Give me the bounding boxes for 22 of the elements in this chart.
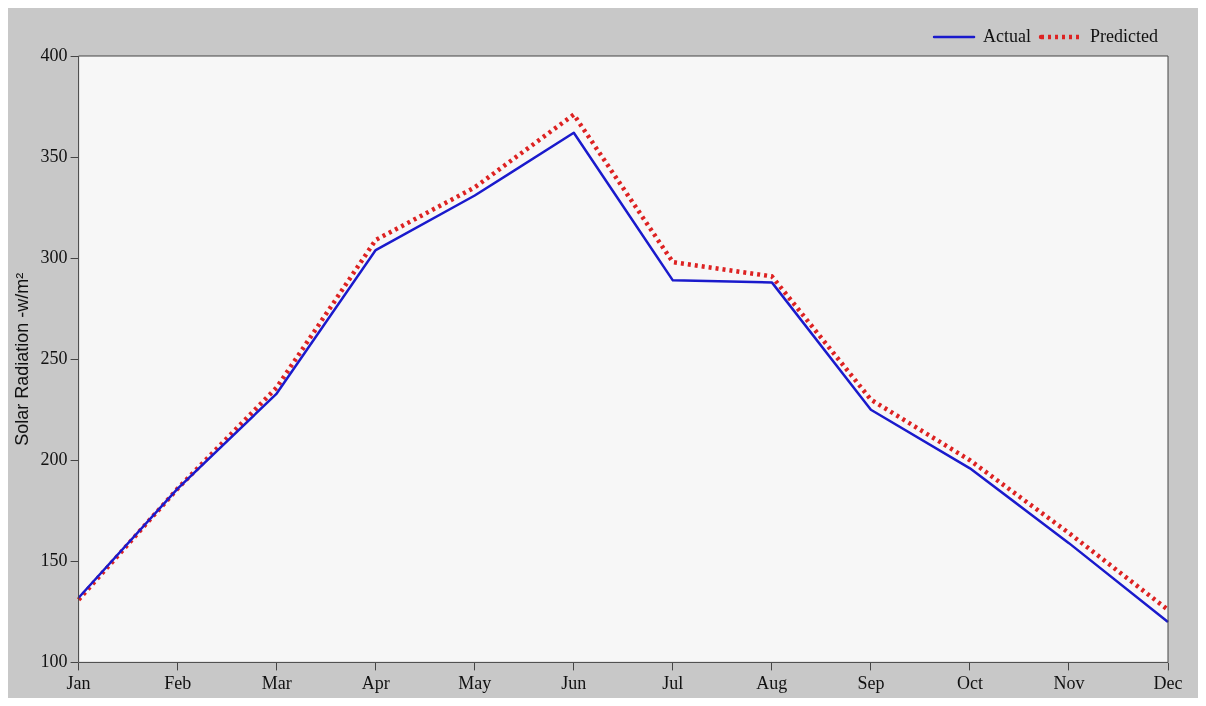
x-tick-label: Nov: [1053, 672, 1085, 693]
x-tick-label: Sep: [857, 672, 885, 693]
y-axis-title: Solar Radiation -w/m²: [11, 272, 32, 446]
y-tick-label: 200: [40, 449, 68, 469]
x-tick-label: Jan: [66, 672, 91, 693]
x-tick-label: Mar: [261, 672, 292, 693]
x-tick-label: Apr: [361, 672, 390, 693]
y-tick-label: 150: [40, 550, 68, 571]
x-tick-label: Dec: [1153, 672, 1183, 693]
y-tick-label: 400: [40, 44, 68, 65]
y-tick-label: 250: [40, 347, 68, 368]
x-tick-label: Oct: [956, 672, 983, 693]
y-tick-label: 300: [40, 246, 68, 267]
legend-label: Actual: [983, 25, 1032, 46]
x-tick-label: Jul: [662, 672, 684, 693]
x-tick-label: Jun: [561, 672, 587, 693]
y-tick-label: 350: [40, 145, 68, 166]
y-tick-label: 100: [40, 651, 68, 672]
x-tick-label: May: [458, 672, 492, 693]
x-tick-label: Aug: [756, 672, 788, 693]
legend-label: Predicted: [1090, 25, 1159, 46]
x-tick-label: Feb: [164, 672, 192, 693]
